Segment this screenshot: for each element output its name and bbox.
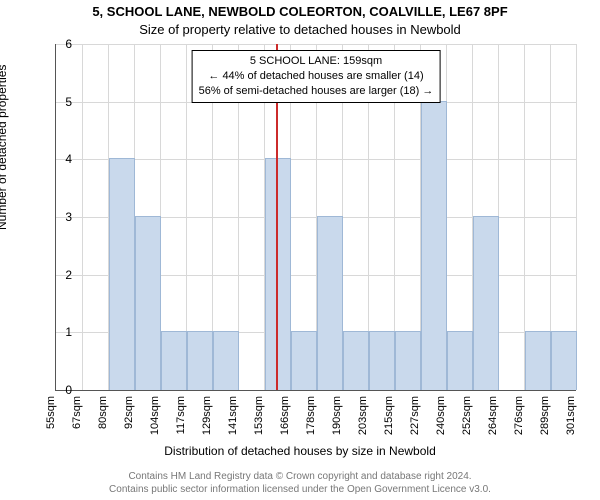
histogram-bar (447, 331, 473, 390)
histogram-bar (135, 216, 161, 390)
footer-line2: Contains public sector information licen… (0, 483, 600, 496)
histogram-bar (109, 158, 135, 390)
chart-title-line2: Size of property relative to detached ho… (0, 22, 600, 37)
y-tick-label: 5 (56, 95, 72, 109)
annotation-line3: 56% of semi-detached houses are larger (… (199, 84, 434, 99)
histogram-bar (421, 101, 447, 390)
y-tick-label: 1 (56, 325, 72, 339)
histogram-bar (213, 331, 239, 390)
histogram-bar (317, 216, 343, 390)
y-tick-label: 3 (56, 210, 72, 224)
y-tick-label: 0 (56, 383, 72, 397)
histogram-bar (161, 331, 187, 390)
histogram-bar (291, 331, 317, 390)
chart-container: 5, SCHOOL LANE, NEWBOLD COLEORTON, COALV… (0, 0, 600, 500)
chart-title-line1: 5, SCHOOL LANE, NEWBOLD COLEORTON, COALV… (0, 4, 600, 19)
x-axis-label: Distribution of detached houses by size … (0, 444, 600, 458)
y-tick-label: 4 (56, 152, 72, 166)
annotation-line1: 5 SCHOOL LANE: 159sqm (199, 54, 434, 69)
plot-area: 5 SCHOOL LANE: 159sqm ← 44% of detached … (55, 44, 576, 391)
histogram-bar (369, 331, 395, 390)
y-axis-label: Number of detached properties (0, 65, 9, 230)
y-tick-label: 2 (56, 268, 72, 282)
histogram-bar (265, 158, 291, 390)
histogram-bar (395, 331, 421, 390)
gridline-v (82, 44, 83, 390)
histogram-bar (473, 216, 499, 390)
annotation-line2: ← 44% of detached houses are smaller (14… (199, 69, 434, 84)
histogram-bar (343, 331, 369, 390)
histogram-bar (187, 331, 213, 390)
footer-attribution: Contains HM Land Registry data © Crown c… (0, 470, 600, 496)
annotation-box: 5 SCHOOL LANE: 159sqm ← 44% of detached … (192, 50, 441, 103)
footer-line1: Contains HM Land Registry data © Crown c… (0, 470, 600, 483)
y-tick-label: 6 (56, 37, 72, 51)
histogram-bar (551, 331, 577, 390)
histogram-bar (525, 331, 551, 390)
